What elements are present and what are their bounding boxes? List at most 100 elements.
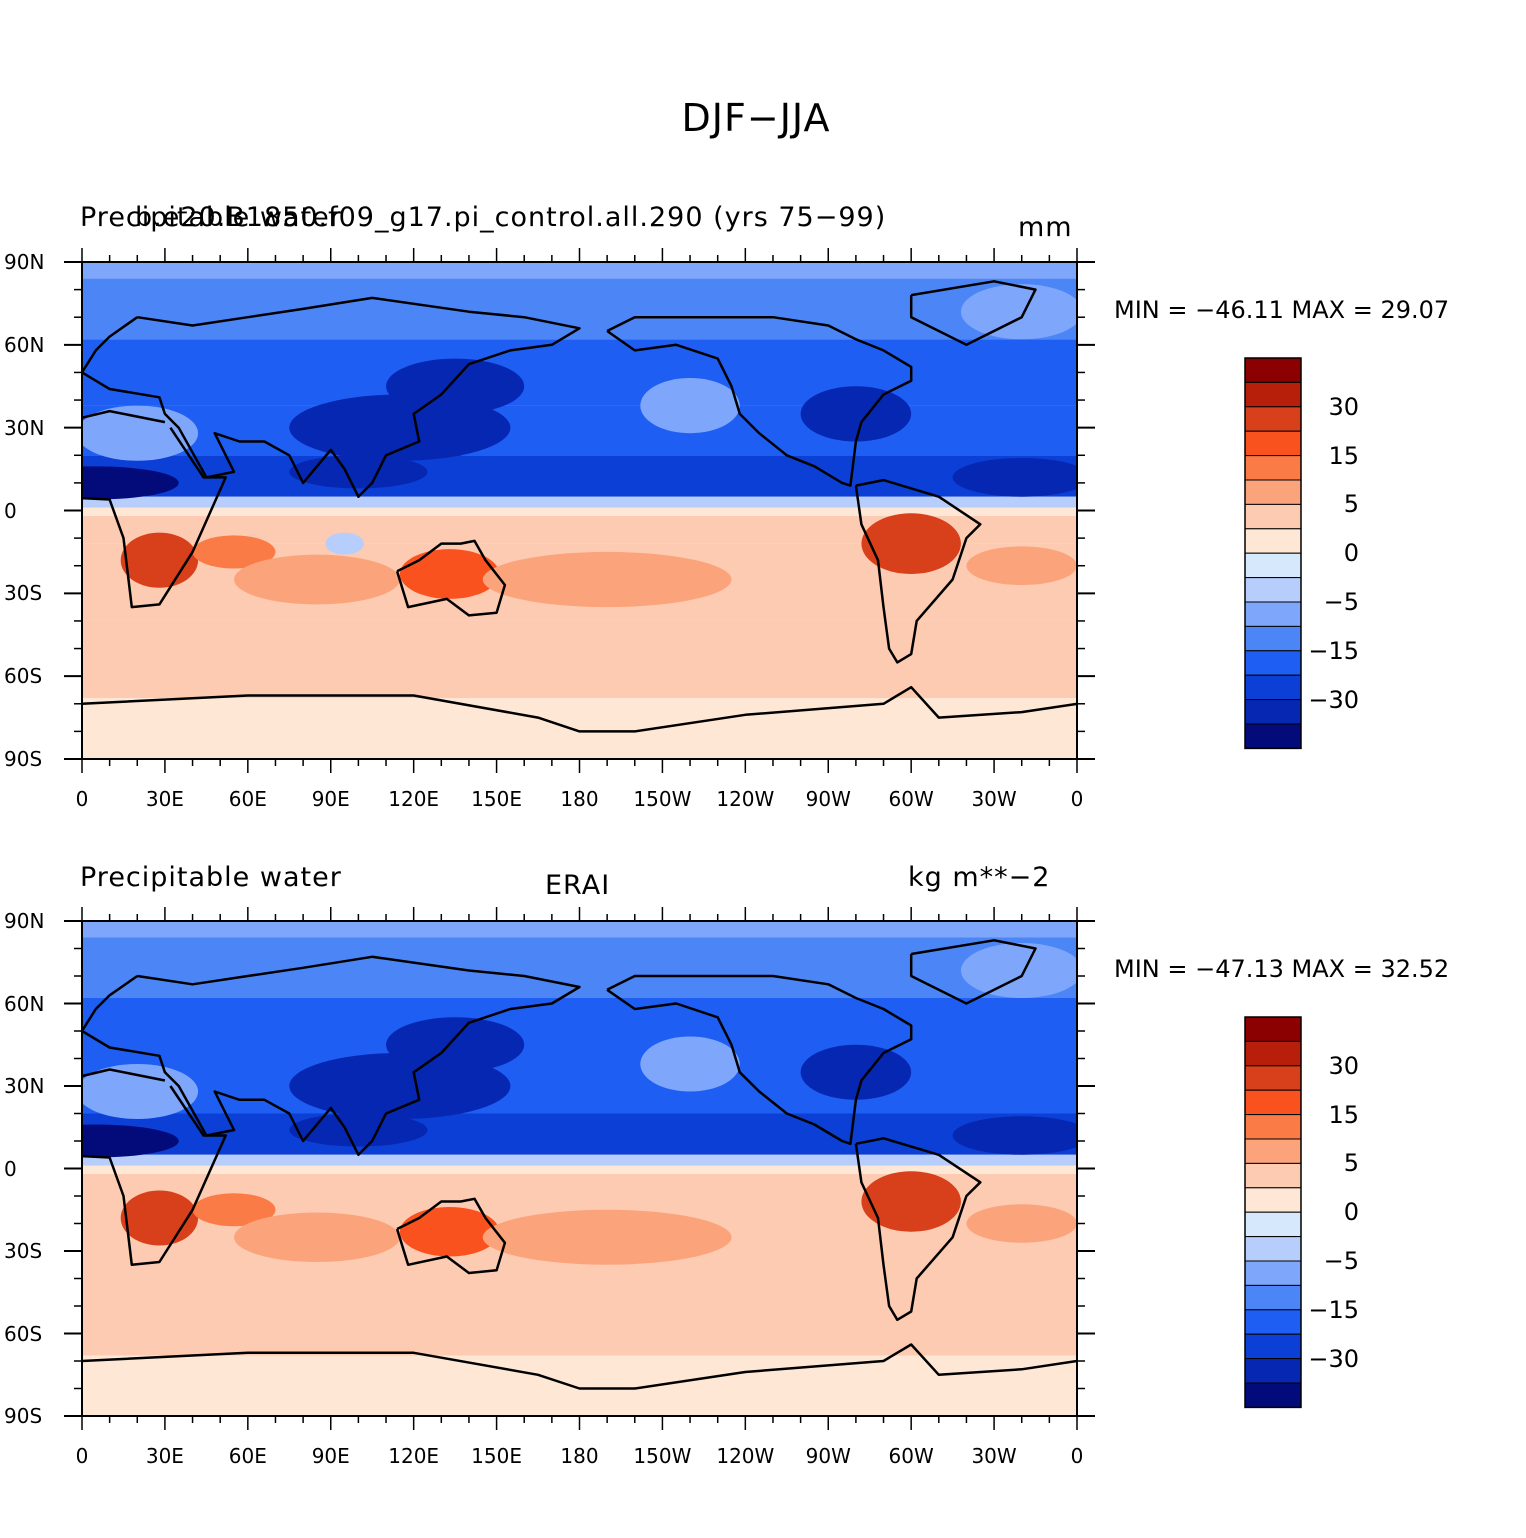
colorbar-box	[1244, 625, 1302, 652]
lon-label: 180	[560, 1444, 599, 1468]
south-atlantic-anomaly	[966, 1204, 1077, 1243]
lat-label: 0	[4, 498, 17, 523]
panel2-units: kg m**−2	[908, 862, 1051, 893]
lat-label: 30S	[4, 1239, 43, 1263]
figure-title: DJF−JJA	[681, 96, 831, 140]
lon-label: 90E	[311, 787, 350, 811]
band-polar	[82, 262, 1077, 279]
lat-label: 90S	[4, 1404, 43, 1428]
colorbar-label: 15	[1328, 1100, 1359, 1129]
south-atlantic-anomaly	[966, 546, 1077, 586]
lon-label: 120E	[388, 787, 440, 811]
colorbar-box	[1244, 430, 1302, 457]
lon-label: 120E	[388, 1444, 440, 1468]
coastline	[395, 1197, 507, 1275]
coastline	[606, 974, 913, 1146]
greenland-anomaly	[960, 284, 1077, 340]
band-high-lat	[82, 278, 1077, 340]
lon-label: 30W	[971, 1444, 1017, 1468]
lon-label: 120W	[716, 787, 775, 811]
colorbar-box	[1244, 1089, 1302, 1116]
lat-label: 60N	[4, 991, 45, 1016]
colorbar-label: −30	[1308, 685, 1359, 714]
indian-ocean-negative-patch	[325, 532, 364, 555]
panel1-center-string: b.e20.B1850.f09_g17.pi_control.all.290 (…	[135, 202, 887, 233]
panel1-colorbar	[1244, 357, 1302, 750]
colorbar-box	[1244, 406, 1302, 432]
colorbar-box	[1244, 1114, 1302, 1140]
north-america-anomaly	[800, 1044, 912, 1100]
colorbar-box	[1244, 1211, 1302, 1238]
colorbar-box	[1244, 357, 1302, 383]
africa-sahel-anomaly	[82, 1124, 179, 1158]
bay-of-bengal-anomaly	[289, 1113, 428, 1147]
colorbar-box	[1244, 479, 1302, 505]
colorbar-label: 30	[1328, 392, 1359, 421]
panel1-min-max: MIN = −46.11 MAX = 29.07	[1114, 296, 1450, 324]
panel1-units: mm	[1018, 212, 1073, 243]
band-mid-lat	[82, 998, 1077, 1064]
colorbar-box	[1244, 1040, 1302, 1067]
panel2-field	[82, 921, 1077, 1416]
coastline	[82, 1068, 227, 1267]
lon-label: 30E	[145, 1444, 184, 1468]
lon-label: 30W	[971, 787, 1017, 811]
coastline	[82, 1343, 1077, 1390]
colorbar-box	[1244, 1284, 1302, 1311]
lon-label: 0	[75, 1444, 89, 1468]
panel2-left-string: Precipitable water	[80, 862, 342, 893]
lon-label: 150W	[633, 1444, 692, 1468]
east-asia-anomaly	[386, 1017, 525, 1073]
colorbar-box	[1244, 528, 1302, 554]
east-asia-anomaly	[386, 358, 525, 414]
lon-label: 60E	[228, 1444, 267, 1468]
lon-label: 60E	[228, 787, 267, 811]
colorbar-frame	[1244, 357, 1302, 750]
lon-label: 0	[1070, 1444, 1084, 1468]
lon-label: 90W	[805, 787, 851, 811]
south-pacific-anomaly	[482, 551, 732, 608]
colorbar-box	[1244, 1358, 1302, 1384]
lon-label: 60W	[888, 787, 934, 811]
band-southern-ocean	[82, 1278, 1077, 1356]
lon-label: 90E	[311, 1444, 350, 1468]
band-antarctic	[82, 1355, 1077, 1416]
africa-sahel-anomaly	[82, 466, 179, 500]
coastline	[854, 1137, 982, 1322]
lat-label: 30S	[4, 581, 43, 606]
band-mid-lat	[82, 339, 1077, 406]
australia-anomaly	[399, 549, 500, 599]
lon-label: 150E	[471, 787, 522, 811]
colorbar-box	[1244, 1333, 1302, 1360]
panel2-min-max: MIN = −47.13 MAX = 32.52	[1114, 955, 1450, 983]
north-pacific-anomaly	[640, 1036, 740, 1092]
colorbar-box	[1244, 723, 1302, 749]
band-equator-north	[82, 1154, 1077, 1166]
lat-label: 90S	[4, 747, 43, 771]
indian-ocean-anomaly	[192, 535, 276, 569]
colorbar-box	[1244, 1187, 1302, 1213]
colorbar-label: −15	[1308, 1295, 1359, 1324]
colorbar-box	[1244, 381, 1302, 408]
south-indian-anomaly	[234, 554, 400, 605]
lon-label: 150W	[633, 787, 692, 811]
band-polar	[82, 921, 1077, 938]
bay-of-bengal-anomaly	[289, 455, 428, 489]
lat-label: 60N	[4, 332, 45, 357]
coastline	[606, 315, 913, 487]
colorbar-box	[1244, 552, 1302, 579]
lon-label: 0	[75, 787, 89, 811]
coastline	[82, 409, 227, 609]
greenland-anomaly	[960, 943, 1077, 998]
coastline	[82, 685, 1077, 733]
band-equator-north	[82, 496, 1077, 508]
panel2-center-string: ERAI	[545, 870, 611, 901]
colorbar-box	[1244, 1382, 1302, 1408]
colorbar-box	[1244, 1065, 1302, 1091]
coastline	[909, 280, 1037, 347]
lat-label: 0	[4, 1156, 17, 1181]
south-pacific-anomaly	[482, 1209, 732, 1265]
coastline	[82, 296, 581, 498]
colorbar-label: 0	[1343, 1198, 1359, 1227]
lat-label: 30N	[4, 415, 45, 440]
